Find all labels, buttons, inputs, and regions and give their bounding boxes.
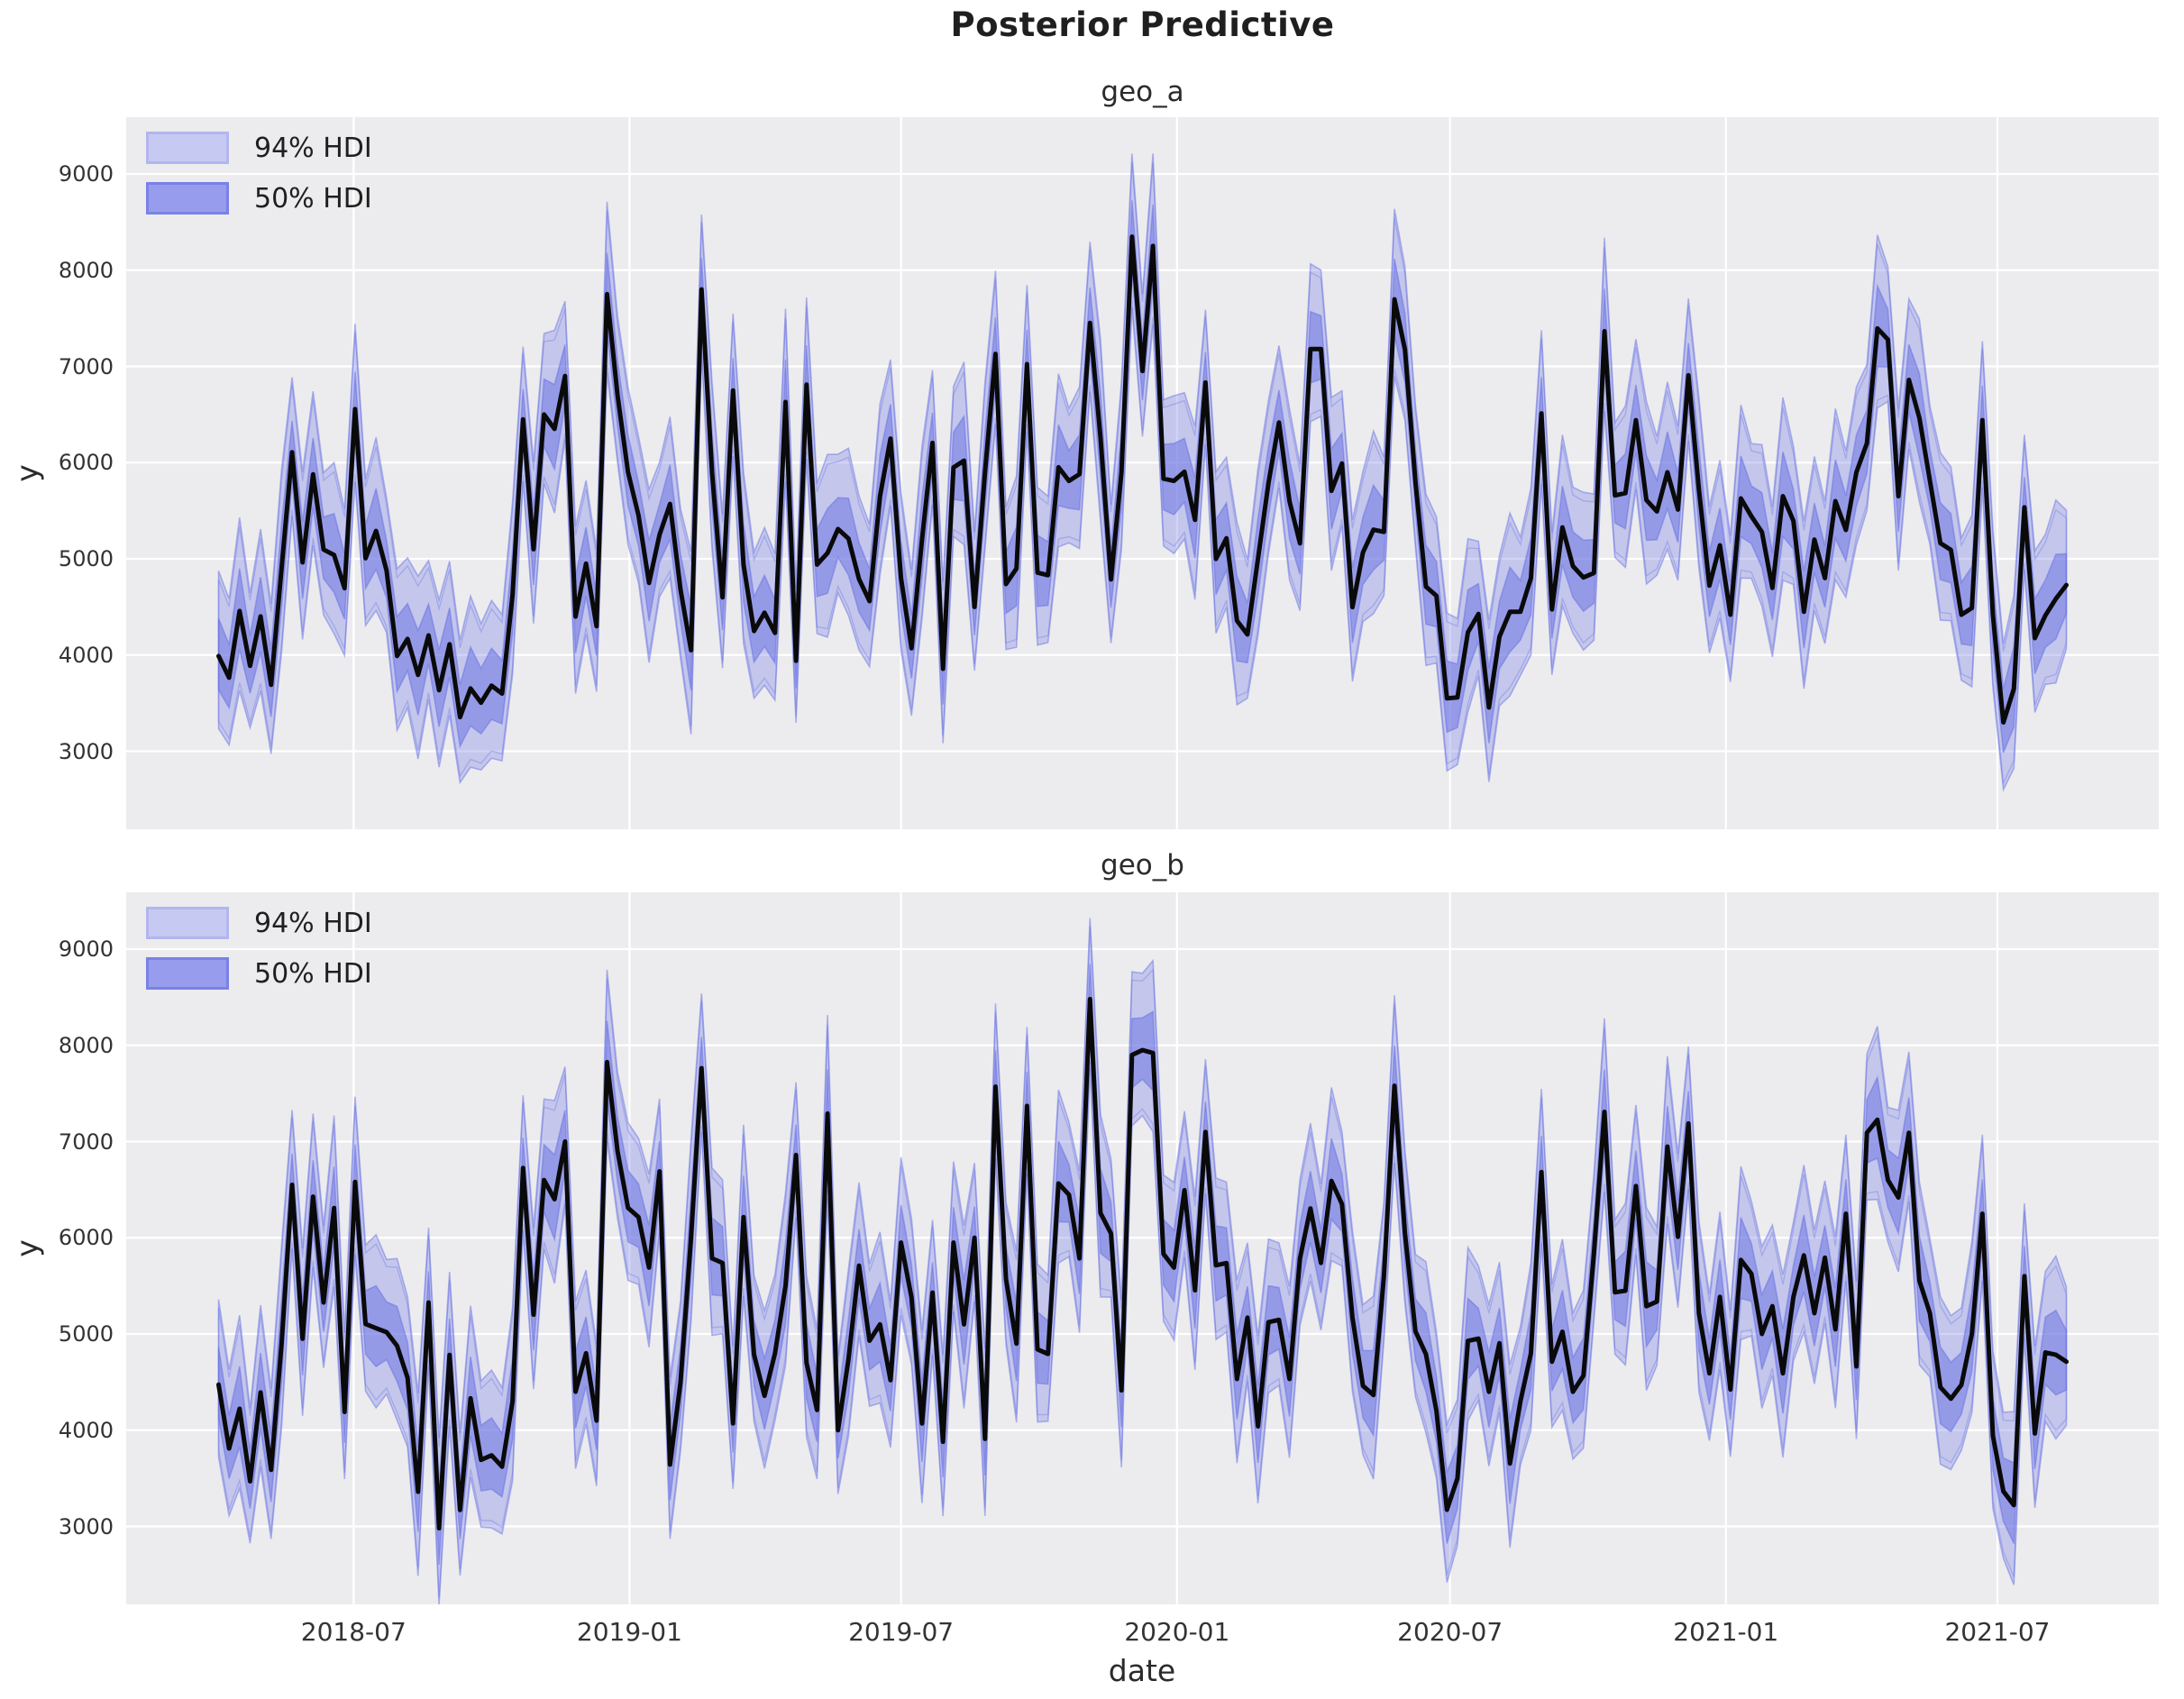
x-tick-label: 2020-01 bbox=[1124, 1617, 1230, 1647]
mean-line-geo_b bbox=[216, 997, 2069, 1531]
plot-area-geo-a bbox=[126, 117, 2159, 829]
legend-geo-b: 94% HDI 50% HDI bbox=[146, 907, 372, 990]
x-tick-label: 2021-01 bbox=[1673, 1617, 1779, 1647]
legend-entry-50-hdi: 50% HDI bbox=[146, 182, 372, 215]
legend-entry-94-hdi: 94% HDI bbox=[146, 907, 372, 939]
hdi-50-swatch-icon bbox=[146, 957, 229, 990]
figure-title: Posterior Predictive bbox=[950, 5, 1335, 44]
y-tick-label: 5000 bbox=[58, 546, 114, 571]
x-tick-label: 2019-07 bbox=[848, 1617, 955, 1647]
legend-geo-a: 94% HDI 50% HDI bbox=[146, 132, 372, 215]
hdi-50-swatch-icon bbox=[146, 182, 229, 215]
hdi-94-swatch-icon bbox=[146, 907, 229, 939]
legend-label-50: 50% HDI bbox=[254, 957, 372, 990]
y-tick-label: 7000 bbox=[58, 353, 114, 379]
hdi-94-swatch-icon bbox=[146, 132, 229, 164]
y-tick-label: 3000 bbox=[58, 738, 114, 764]
hdi-94-band-inner-edge bbox=[217, 161, 2068, 786]
hdi-50-band bbox=[217, 200, 2068, 754]
y-tick-label: 4000 bbox=[58, 642, 114, 668]
y-tick-label: 3000 bbox=[58, 1513, 114, 1539]
y-tick-label: 8000 bbox=[58, 1032, 114, 1058]
y-tick-label: 6000 bbox=[58, 450, 114, 476]
x-tick-label: 2018-07 bbox=[300, 1617, 407, 1647]
legend-label-94: 94% HDI bbox=[254, 132, 372, 164]
chart-svg-geo_a bbox=[126, 117, 2159, 829]
x-tick-label: 2021-07 bbox=[1944, 1617, 2051, 1647]
subplot-title-geo-b: geo_b bbox=[1101, 849, 1184, 881]
y-tick-label: 9000 bbox=[58, 936, 114, 962]
y-tick-label: 5000 bbox=[58, 1321, 114, 1347]
legend-entry-94-hdi: 94% HDI bbox=[146, 132, 372, 164]
mean-line-geo_a bbox=[216, 234, 2069, 725]
legend-entry-50-hdi: 50% HDI bbox=[146, 957, 372, 990]
plot-area-geo-b bbox=[126, 892, 2159, 1604]
legend-label-50: 50% HDI bbox=[254, 182, 372, 215]
y-tick-label: 9000 bbox=[58, 160, 114, 187]
x-axis-label: date bbox=[1108, 1653, 1176, 1688]
y-tick-label: 6000 bbox=[58, 1225, 114, 1251]
subplot-title-geo-a: geo_a bbox=[1101, 76, 1184, 108]
legend-label-94: 94% HDI bbox=[254, 907, 372, 939]
y-tick-label: 4000 bbox=[58, 1417, 114, 1443]
y-tick-label: 8000 bbox=[58, 257, 114, 283]
y-tick-label: 7000 bbox=[58, 1128, 114, 1155]
x-tick-label: 2019-01 bbox=[576, 1617, 682, 1647]
chart-svg-geo_b bbox=[126, 892, 2159, 1604]
x-tick-label: 2020-07 bbox=[1397, 1617, 1503, 1647]
